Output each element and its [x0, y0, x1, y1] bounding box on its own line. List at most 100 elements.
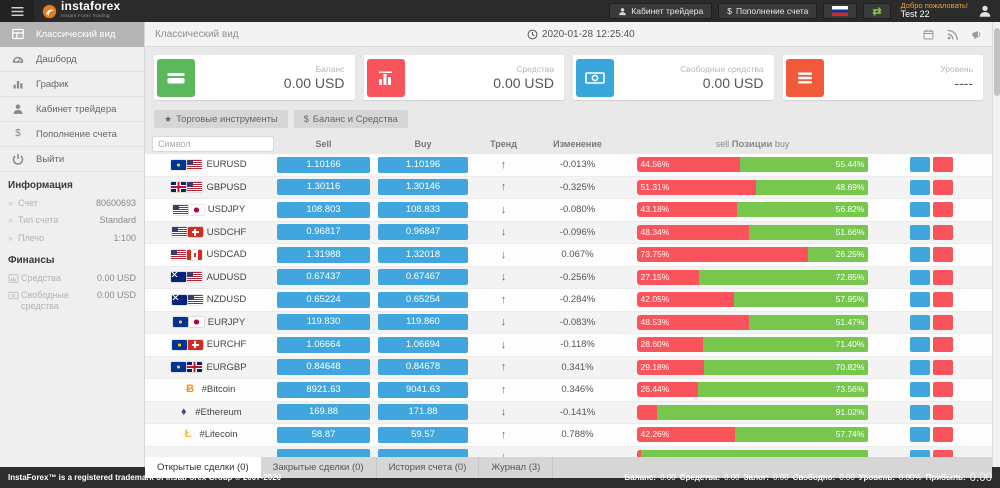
sell-price-button[interactable]: 108.803 — [277, 201, 370, 218]
sell-price-button[interactable]: 0.84648 — [277, 359, 370, 376]
open-chart-button[interactable] — [910, 157, 930, 173]
sell-price-button[interactable]: 1.30116 — [277, 179, 370, 196]
sidebar-info-row: » Счет 80600693 — [0, 195, 144, 212]
sidebar-item-пополнение-счета[interactable]: $ Пополнение счета — [0, 122, 144, 147]
quote-row: GBPUSD 1.30116 1.30146 ↑ -0.325% 51.31% … — [145, 176, 992, 199]
scrollbar-thumb[interactable] — [994, 28, 1000, 96]
open-chart-button[interactable] — [910, 404, 930, 420]
open-chart-button[interactable] — [910, 337, 930, 353]
trend-arrow-icon: ↑ — [500, 181, 507, 194]
open-chart-button[interactable] — [910, 247, 930, 263]
bottom-tab[interactable]: История счета (0) — [377, 457, 480, 478]
language-button[interactable] — [823, 3, 858, 19]
positions-bar: 51.31% 48.69% — [636, 179, 869, 195]
sidebar-item-график[interactable]: График — [0, 72, 144, 97]
buy-price-button[interactable]: 0.65254 — [378, 291, 468, 308]
buy-positions-segment: 26.25% — [807, 247, 869, 263]
brand-tagline: Instant Forex Trading — [61, 13, 110, 18]
open-chart-button[interactable] — [910, 449, 930, 457]
buy-price-button[interactable]: 1.06694 — [378, 336, 468, 353]
bar-chart-icon — [915, 250, 925, 260]
symbol-label: EURJPY — [207, 316, 246, 328]
sell-positions-segment — [636, 449, 642, 457]
price-alert-button[interactable] — [933, 382, 953, 398]
price-alert-button[interactable] — [933, 292, 953, 308]
buy-price-button[interactable]: 171.88 — [378, 404, 468, 421]
sell-positions-segment: 42.05% — [636, 292, 735, 308]
price-alert-button[interactable] — [933, 314, 953, 330]
announcements-icon[interactable] — [971, 29, 982, 40]
flag-gb-icon — [187, 362, 203, 373]
stat-card: Баланс 0.00 USD — [154, 55, 355, 100]
price-alert-button[interactable] — [933, 202, 953, 218]
open-chart-button[interactable] — [910, 179, 930, 195]
footer-stat-value: 0.00 — [660, 473, 676, 482]
bottom-tab[interactable]: Закрытые сделки (0) — [261, 457, 377, 478]
sell-price-button[interactable]: 0.65224 — [277, 291, 370, 308]
open-chart-button[interactable] — [910, 269, 930, 285]
price-alert-button[interactable] — [933, 404, 953, 420]
trend-arrow-icon: ↑ — [500, 158, 507, 171]
sell-price-button[interactable]: 169.88 — [277, 404, 370, 421]
buy-price-button[interactable]: 0.96847 — [378, 224, 468, 241]
sell-price-button[interactable]: 119.830 — [277, 314, 370, 331]
buy-price-button[interactable] — [378, 449, 468, 457]
buy-price-button[interactable]: 0.84678 — [378, 359, 468, 376]
sell-positions-segment: 42.26% — [636, 427, 735, 443]
price-alert-button[interactable] — [933, 224, 953, 240]
open-chart-button[interactable] — [910, 427, 930, 443]
sell-price-button[interactable]: 0.67437 — [277, 269, 370, 286]
price-alert-button[interactable] — [933, 337, 953, 353]
sell-price-button[interactable]: 58.87 — [277, 426, 370, 443]
sidebar-item-кабинет-трейдера[interactable]: Кабинет трейдера — [0, 97, 144, 122]
sidebar-item-классический-вид[interactable]: Классический вид — [0, 22, 144, 47]
sell-price-button[interactable] — [277, 449, 370, 457]
buy-price-button[interactable]: 108.833 — [378, 201, 468, 218]
sidebar-item-выйти[interactable]: Выйти — [0, 147, 144, 172]
buy-positions-segment: 71.40% — [702, 337, 869, 353]
buy-price-button[interactable]: 1.30146 — [378, 179, 468, 196]
buy-price-button[interactable]: 59.57 — [378, 426, 468, 443]
sell-price-button[interactable]: 1.31988 — [277, 246, 370, 263]
open-chart-button[interactable] — [910, 314, 930, 330]
bottom-tab[interactable]: Открытые сделки (0) — [145, 457, 261, 478]
buy-price-button[interactable]: 0.67467 — [378, 269, 468, 286]
open-chart-button[interactable] — [910, 202, 930, 218]
open-chart-button[interactable] — [910, 359, 930, 375]
sell-price-button[interactable]: 1.06664 — [277, 336, 370, 353]
open-chart-button[interactable] — [910, 224, 930, 240]
flag-eu-icon — [171, 339, 187, 350]
price-alert-button[interactable] — [933, 427, 953, 443]
deposit-button[interactable]: $ Пополнение счета — [718, 3, 818, 19]
sidebar-item-дашборд[interactable]: Дашборд — [0, 47, 144, 72]
info-list: » Счет 80600693 » Тип счета Standard » П… — [0, 195, 144, 247]
symbol-label: #Litecoin — [199, 429, 238, 441]
buy-price-button[interactable]: 1.10196 — [378, 156, 468, 173]
calendar-icon[interactable] — [923, 29, 934, 40]
balance-funds-button[interactable]: $ Баланс и Средства — [293, 110, 408, 128]
equity-icon — [8, 273, 19, 283]
price-alert-button[interactable] — [933, 179, 953, 195]
price-alert-button[interactable] — [933, 157, 953, 173]
trading-instruments-button[interactable]: ★ Торговые инструменты — [154, 110, 288, 128]
buy-price-button[interactable]: 9041.63 — [378, 381, 468, 398]
account-switch-button[interactable]: ⇄ — [863, 3, 891, 19]
menu-toggle-icon[interactable] — [0, 0, 34, 22]
buy-price-button[interactable]: 119.860 — [378, 314, 468, 331]
price-alert-button[interactable] — [933, 449, 953, 457]
bottom-tab[interactable]: Журнал (3) — [479, 457, 554, 478]
price-alert-button[interactable] — [933, 359, 953, 375]
open-chart-button[interactable] — [910, 382, 930, 398]
price-alert-button[interactable] — [933, 269, 953, 285]
sell-price-button[interactable]: 0.96817 — [277, 224, 370, 241]
info-label: Плечо — [18, 232, 45, 243]
avatar-icon[interactable] — [978, 4, 992, 18]
buy-price-button[interactable]: 1.32018 — [378, 246, 468, 263]
symbol-search-input[interactable] — [152, 136, 274, 152]
price-alert-button[interactable] — [933, 247, 953, 263]
rss-icon[interactable] — [947, 29, 958, 40]
open-chart-button[interactable] — [910, 292, 930, 308]
sell-price-button[interactable]: 8921.63 — [277, 381, 370, 398]
trader-cabinet-button[interactable]: Кабинет трейдера — [609, 3, 713, 19]
sell-price-button[interactable]: 1.10166 — [277, 156, 370, 173]
